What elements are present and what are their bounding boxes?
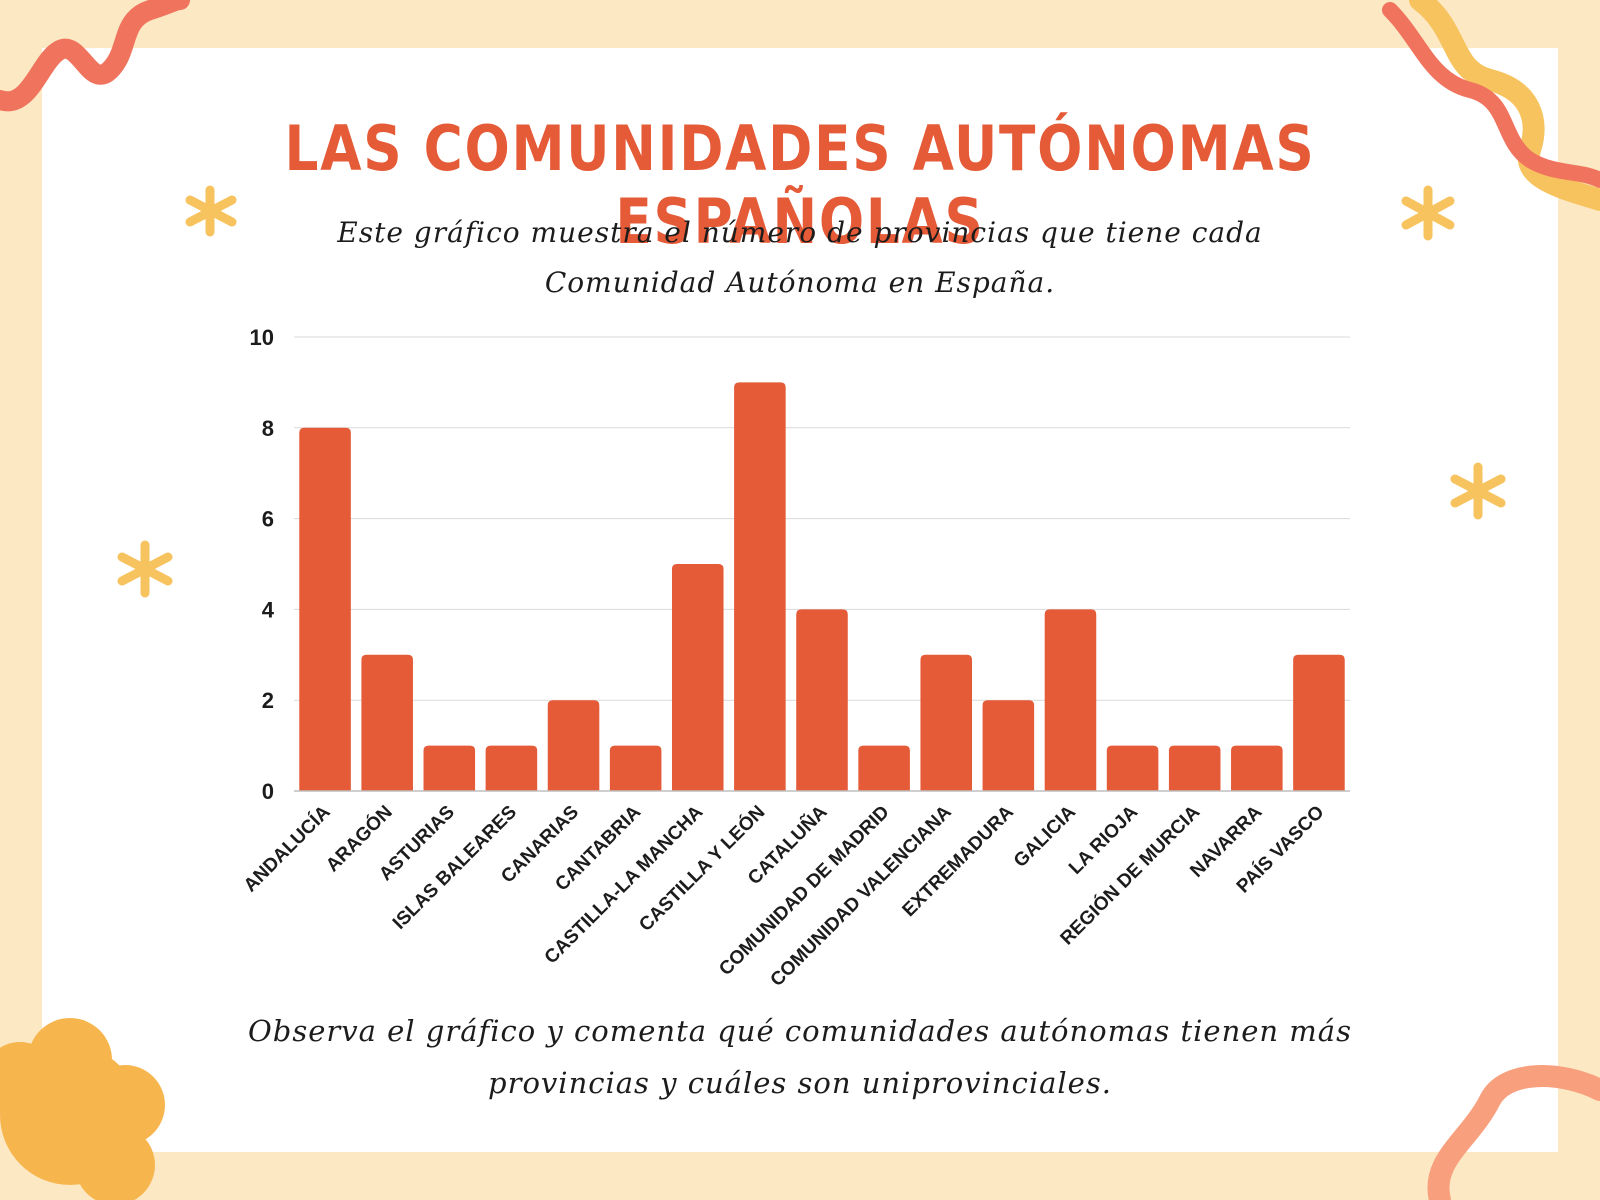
bar: [609, 745, 662, 791]
y-tick-label: 0: [262, 779, 274, 804]
bar: [1106, 745, 1159, 791]
bar: [299, 427, 351, 791]
bar: [734, 382, 786, 791]
bar: [858, 745, 910, 791]
bar: [1168, 745, 1221, 791]
page-title: LAS COMUNIDADES AUTÓNOMAS ESPAÑOLAS: [284, 112, 1316, 258]
y-tick-label: 10: [250, 325, 274, 350]
bar: [982, 700, 1035, 791]
content-card: [42, 48, 1558, 1152]
bar: [1044, 609, 1097, 791]
y-tick-label: 6: [262, 507, 274, 532]
x-tick-label: ANDALUCÍA: [239, 801, 335, 897]
bar: [671, 564, 724, 791]
bar: [423, 745, 476, 791]
y-tick-label: 8: [262, 416, 274, 441]
y-tick-label: 2: [262, 688, 274, 713]
bar: [547, 700, 600, 791]
bar: [920, 654, 973, 791]
chart-subtitle: Este gráfico muestra el número de provin…: [337, 216, 1263, 299]
bar: [796, 609, 848, 791]
footer-instruction: Observa el gráfico y comenta qué comunid…: [248, 1014, 1352, 1100]
bar: [361, 654, 413, 791]
bar: [485, 745, 538, 791]
x-tick-label: EXTREMADURA: [899, 801, 1019, 921]
y-tick-label: 4: [262, 597, 275, 622]
bar: [1231, 745, 1283, 791]
bar: [1293, 654, 1345, 791]
